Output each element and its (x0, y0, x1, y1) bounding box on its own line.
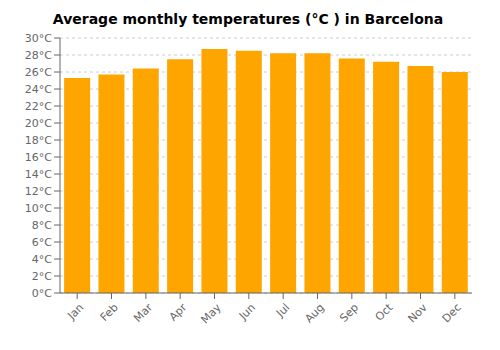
svg-text:Apr: Apr (167, 301, 190, 324)
html-text:Average monthly temperatures (: Average monthly temperatures (°C ) in Ba… (52, 11, 444, 27)
svg-text:12°C: 12°C (25, 185, 52, 198)
svg-text:28°C: 28°C (25, 49, 52, 62)
svg-text:16°C: 16°C (25, 151, 52, 164)
svg-text:Sep: Sep (337, 301, 361, 325)
svg-text:18°C: 18°C (25, 134, 52, 147)
svg-text:20°C: 20°C (25, 117, 52, 130)
svg-text:30°C: 30°C (25, 32, 52, 45)
svg-text:May: May (198, 301, 224, 327)
svg-text:Dec: Dec (440, 301, 464, 325)
svg-text:Aug: Aug (302, 301, 326, 325)
svg-text:0°C: 0°C (32, 287, 52, 300)
svg-text:4°C: 4°C (32, 253, 52, 266)
svg-text:Nov: Nov (405, 301, 430, 326)
svg-text:Oct: Oct (373, 301, 396, 324)
svg-text:8°C: 8°C (32, 219, 52, 232)
svg-text:10°C: 10°C (25, 202, 52, 215)
svg-text:24°C: 24°C (25, 83, 52, 96)
svg-text:26°C: 26°C (25, 66, 52, 79)
svg-text:Feb: Feb (98, 301, 121, 324)
svg-text:Jan: Jan (64, 301, 86, 323)
svg-text:Jul: Jul (273, 301, 292, 320)
svg-text:22°C: 22°C (25, 100, 52, 113)
svg-text:Mar: Mar (131, 301, 155, 325)
svg-text:Jun: Jun (236, 301, 258, 323)
svg-text:2°C: 2°C (32, 270, 52, 283)
svg-text:14°C: 14°C (25, 168, 52, 181)
svg-text:6°C: 6°C (32, 236, 52, 249)
